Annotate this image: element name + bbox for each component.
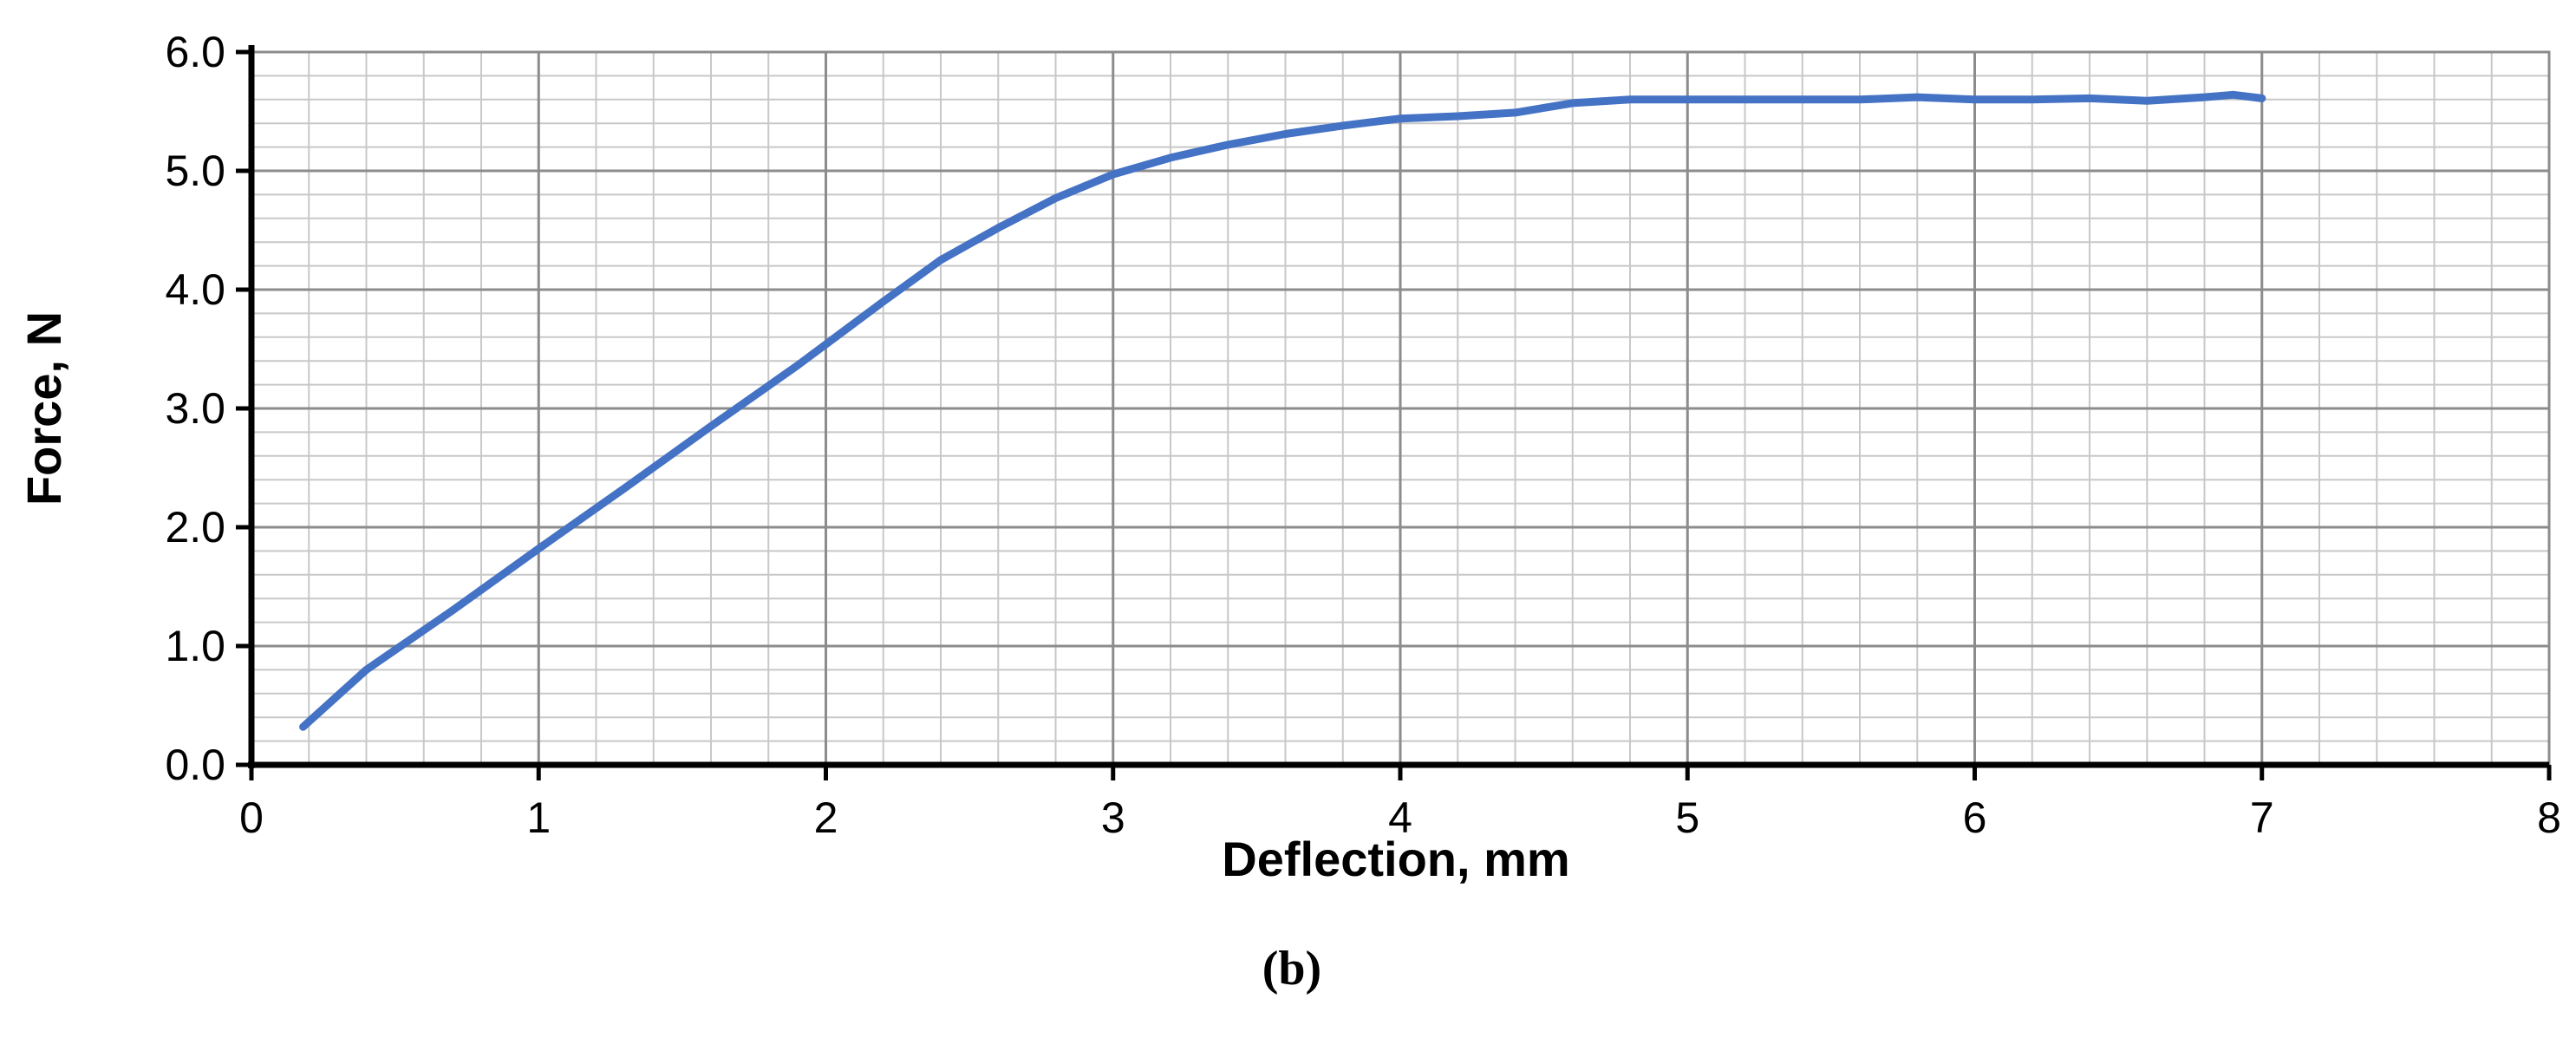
x-tick-label: 6	[1963, 793, 1987, 842]
y-tick-label: 2.0	[165, 503, 225, 552]
y-tick-label: 5.0	[165, 147, 225, 195]
x-axis-title: Deflection, mm	[1222, 832, 1569, 886]
x-tick-label: 4	[1388, 793, 1412, 842]
x-tick-label: 7	[2250, 793, 2274, 842]
y-tick-label: 1.0	[165, 622, 225, 670]
x-tick-label: 2	[814, 793, 838, 842]
y-axis-title: Force, N	[16, 311, 71, 506]
x-tick-label: 5	[1675, 793, 1699, 842]
x-tick-label: 1	[526, 793, 551, 842]
series-line-0	[299, 90, 2266, 731]
y-tick-label: 4.0	[165, 265, 225, 314]
x-tick-labels: 0 1 2 3 4 5 6 7 8	[239, 793, 2561, 842]
x-tick-label: 8	[2537, 793, 2561, 842]
x-tick-label: 0	[239, 793, 264, 842]
figure-caption: (b)	[1262, 942, 1321, 996]
y-tick-labels: 0.0 1.0 2.0 3.0 4.0 5.0 6.0	[165, 28, 225, 789]
major-gridlines	[251, 52, 2549, 765]
axes	[236, 45, 2552, 780]
y-tick-label: 0.0	[165, 741, 225, 789]
y-tick-label: 6.0	[165, 28, 225, 76]
y-tick-label: 3.0	[165, 384, 225, 433]
x-tick-label: 3	[1101, 793, 1125, 842]
